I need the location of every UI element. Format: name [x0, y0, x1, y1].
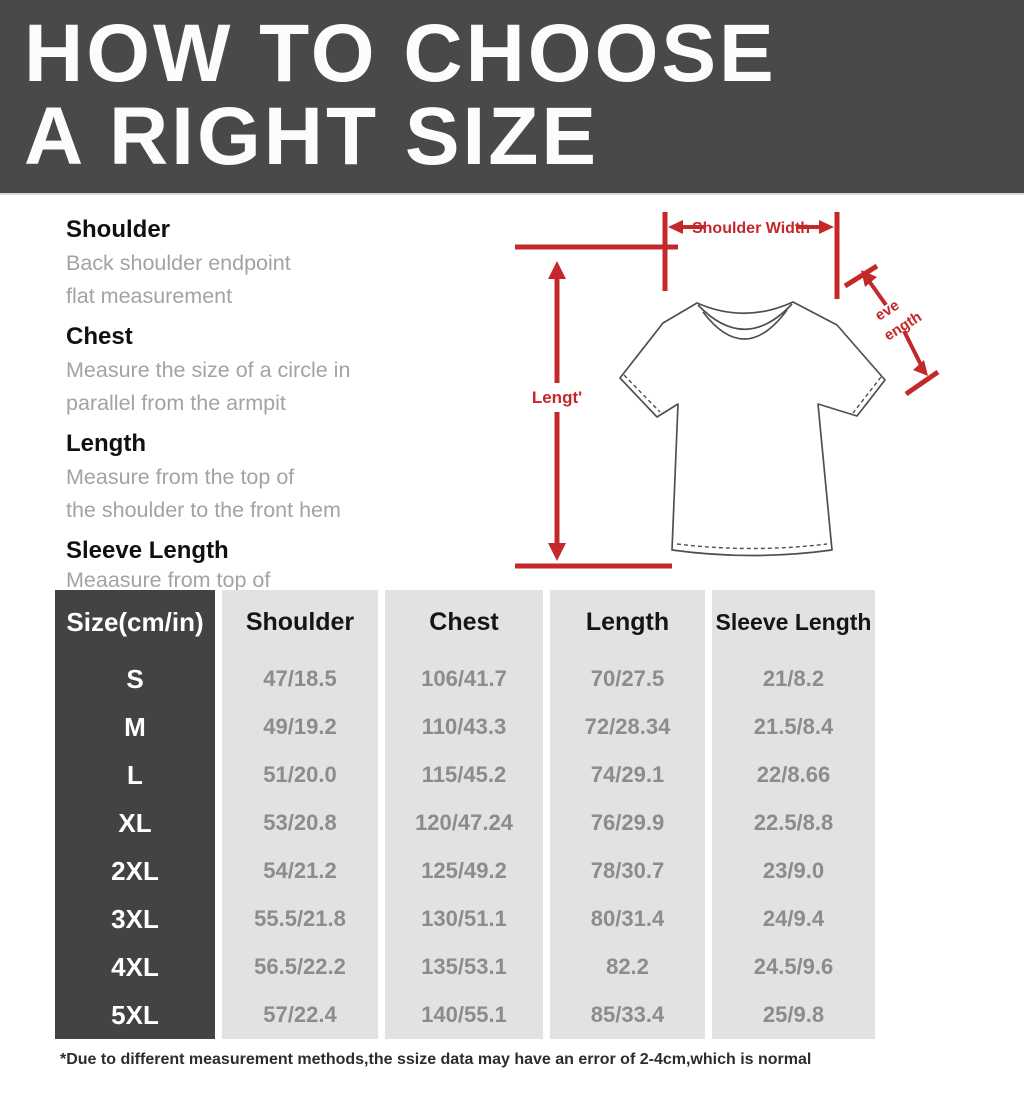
- chest-value: 106/41.7: [421, 666, 507, 691]
- sleeve-value: 22/8.66: [756, 762, 831, 787]
- length-value: 72/28.34: [584, 714, 671, 739]
- sleeve-arrow-upper-head: [861, 270, 877, 287]
- sleeve-lower-tick: [904, 369, 940, 397]
- sleeve-value: 23/9.0: [762, 858, 825, 883]
- size-label: 3XL: [111, 903, 159, 934]
- length-label: Lengt': [532, 388, 582, 407]
- instruction-desc-line: flat measurement: [66, 284, 233, 308]
- chest-value: 140/55.1: [421, 1002, 507, 1027]
- instruction-term: Length: [66, 430, 146, 457]
- tshirt-diagram-svg: Shoulder Width Lengt' eve ength: [515, 212, 940, 569]
- shoulder-arrow-left-head: [668, 220, 683, 234]
- collar-outer-line: [697, 303, 793, 331]
- length-arrow-up-head: [548, 261, 566, 279]
- length-column-header: Length: [585, 608, 670, 636]
- size-label: L: [127, 759, 143, 790]
- shoulder-value: 56.5/22.2: [254, 954, 346, 979]
- shoulder-value: 49/19.2: [263, 714, 337, 739]
- size-label: 4XL: [111, 951, 159, 982]
- shoulder-value: 47/18.5: [263, 666, 337, 691]
- length-value: 76/29.9: [590, 810, 665, 835]
- size-column-header: Size(cm/in): [66, 607, 204, 637]
- shoulder-value: 51/20.0: [263, 762, 337, 787]
- sleeve-arrow-lower-head: [913, 360, 928, 376]
- shoulder-value: 53/20.8: [263, 810, 337, 835]
- page-title-line2: A RIGHT SIZE: [24, 91, 600, 182]
- chest-value: 110/43.3: [421, 714, 507, 739]
- sleeve-value: 22.5/8.8: [753, 810, 834, 835]
- shoulder-value: 54/21.2: [263, 858, 337, 883]
- instruction-shoulder: Shoulder Back shoulder endpoint flat mea…: [66, 213, 496, 313]
- instruction-desc-line: Meaasure from top of: [66, 568, 271, 592]
- measurement-instructions: Shoulder Back shoulder endpoint flat mea…: [66, 206, 496, 616]
- instruction-desc-line: Back shoulder endpoint: [66, 251, 291, 275]
- column-chest: Chest 106/41.7 110/43.3 115/45.2 120/47.…: [385, 590, 543, 1039]
- column-length: Length 70/27.5 72/28.34 74/29.1 76/29.9 …: [550, 590, 705, 1039]
- shoulder-value: 57/22.4: [263, 1002, 337, 1027]
- sleeve-upper-tick: [843, 263, 879, 289]
- length-value: 78/30.7: [590, 858, 665, 883]
- column-size: Size(cm/in) S M L XL 2XL 3XL 4XL 5XL: [55, 590, 215, 1039]
- chest-column-header: Chest: [429, 608, 499, 636]
- size-label: S: [126, 663, 144, 694]
- instruction-desc-line: Measure the size of a circle in: [66, 358, 351, 382]
- instruction-desc-line: the shoulder to the front hem: [66, 498, 341, 522]
- title-banner: HOW TO CHOOSE A RIGHT SIZE: [0, 0, 1024, 195]
- page-title-line1: HOW TO CHOOSE: [24, 8, 777, 99]
- size-table: Size(cm/in) S M L XL 2XL 3XL 4XL 5XL Sho…: [55, 590, 875, 1039]
- sleeve-value: 21/8.2: [762, 666, 825, 691]
- hem-stitch-line: [676, 543, 828, 550]
- shoulder-value: 55.5/21.8: [254, 906, 346, 931]
- length-value: 74/29.1: [590, 762, 665, 787]
- instruction-desc-line: parallel from the armpit: [66, 391, 286, 415]
- chest-value: 115/45.2: [421, 762, 507, 787]
- instruction-desc-line: Measure from the top of: [66, 465, 295, 489]
- instruction-term: Shoulder: [66, 216, 171, 243]
- collar-inner-line: [702, 309, 788, 340]
- instruction-chest: Chest Measure the size of a circle in pa…: [66, 320, 496, 420]
- chest-value: 130/51.1: [421, 906, 507, 931]
- size-label: 2XL: [111, 855, 159, 886]
- sleeve-column-header: Sleeve Length: [715, 609, 872, 635]
- size-label: 5XL: [111, 999, 159, 1030]
- right-cuff-stitch-line: [852, 376, 882, 414]
- length-value: 85/33.4: [590, 1002, 665, 1027]
- shoulder-column-header: Shoulder: [245, 608, 355, 636]
- length-arrow-down-head: [548, 543, 566, 561]
- sleeve-value: 21.5/8.4: [753, 714, 834, 739]
- left-cuff-stitch-line: [623, 374, 661, 413]
- size-label: M: [124, 711, 146, 742]
- instruction-term: Sleeve Length: [66, 537, 229, 564]
- sleeve-arrow-upper-shaft: [867, 279, 888, 307]
- chest-value: 120/47.24: [415, 810, 513, 835]
- chest-value: 135/53.1: [421, 954, 507, 979]
- chest-value: 125/49.2: [421, 858, 507, 883]
- instruction-term: Chest: [66, 323, 133, 350]
- sleeve-arrow-lower-shaft: [902, 330, 923, 366]
- shoulder-arrow-right-head: [819, 220, 834, 234]
- tshirt-outline: [619, 301, 886, 557]
- size-label: XL: [118, 807, 152, 838]
- column-sleeve-length: Sleeve Length 21/8.2 21.5/8.4 22/8.66 22…: [712, 590, 875, 1039]
- instruction-length: Length Measure from the top of the shoul…: [66, 427, 496, 527]
- length-value: 70/27.5: [590, 666, 665, 691]
- shoulder-width-label: Shoulder Width: [692, 220, 810, 237]
- sleeve-value: 24/9.4: [762, 906, 825, 931]
- sleeve-value: 25/9.8: [762, 1002, 825, 1027]
- length-value: 82.2: [606, 954, 649, 979]
- column-shoulder: Shoulder 47/18.5 49/19.2 51/20.0 53/20.8…: [222, 590, 378, 1039]
- length-value: 80/31.4: [590, 906, 665, 931]
- tshirt-measure-diagram: Shoulder Width Lengt' eve ength: [500, 200, 1024, 580]
- measurement-annotations: [515, 212, 940, 569]
- measurement-disclaimer: *Due to different measurement methods,th…: [60, 1051, 812, 1068]
- sleeve-value: 24.5/9.6: [753, 954, 834, 979]
